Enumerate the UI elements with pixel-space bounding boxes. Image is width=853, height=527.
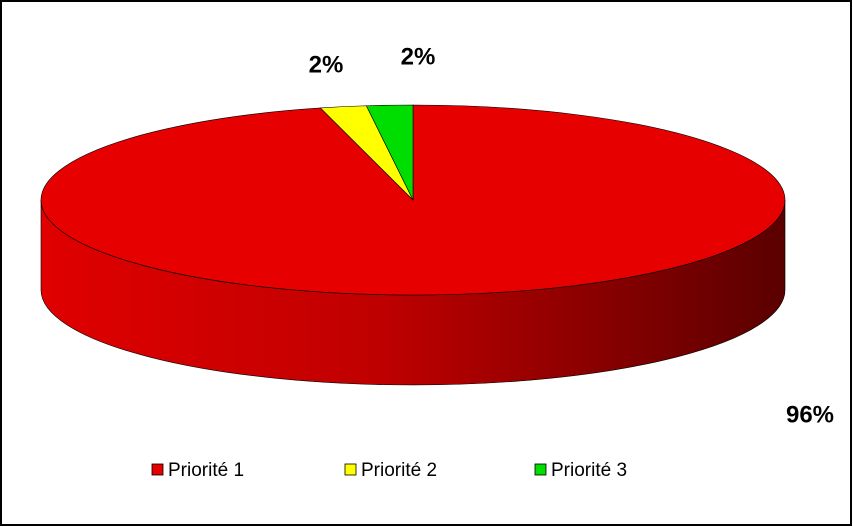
pie-slice: [365, 104, 414, 201]
data-label: 96%: [786, 401, 834, 428]
legend-swatch: [344, 463, 357, 476]
legend-label: Priorité 1: [168, 460, 244, 481]
data-label: 2%: [309, 51, 344, 78]
legend-swatch: [151, 463, 164, 476]
data-label: 2%: [401, 43, 436, 70]
legend-label: Priorité 2: [361, 460, 437, 481]
legend-swatch: [534, 463, 547, 476]
legend-label: Priorité 3: [551, 460, 627, 481]
